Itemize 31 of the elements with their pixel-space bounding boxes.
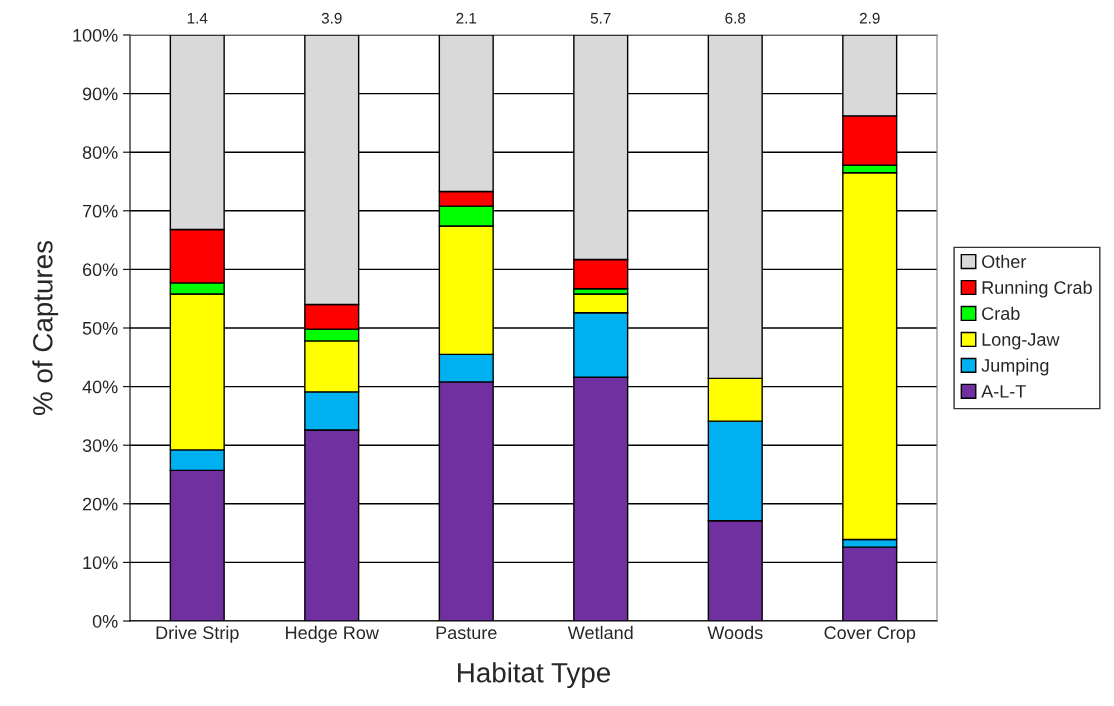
legend-label: Long-Jaw [982,333,1060,350]
x-axis-title: Habitat Type [458,662,611,689]
x-tick-label: Drive Strip [156,625,239,643]
annotation: 3.9 [321,12,342,24]
y-tick-label: 100% [73,28,118,42]
y-tick-label: 30% [82,439,118,452]
y-axis-title: % of Captures [32,240,59,416]
y-tick-label: 60% [82,263,118,277]
y-tick-label: 90% [82,87,118,101]
annotation: 1.4 [187,12,208,24]
y-tick-label: 40% [82,380,118,394]
y-tick-label: 50% [82,321,118,335]
y-tick-label: 10% [83,556,118,570]
x-tick-label: Woods [707,625,763,640]
x-tick-label: Wetland [567,625,633,640]
y-tick-label: 70% [82,204,118,218]
y-tick-label: 80% [82,146,118,159]
annotation: 2.1 [456,12,477,24]
x-tick-label: Pasture [436,626,497,640]
y-tick-label: 20% [82,497,118,511]
y-tick-label: 0% [92,614,118,628]
x-tick-label: Hedge Row [286,625,379,643]
legend-label: Running Crab [982,280,1092,298]
annotation: 5.7 [590,12,611,24]
legend-label: Other [982,254,1027,269]
legend-label: Crab [982,306,1020,320]
annotation: 6.8 [725,12,746,24]
annotation: 2.9 [859,12,880,24]
legend-label: Jumping [981,358,1049,376]
x-tick-label: Cover Crop [824,626,916,643]
legend-label: A-L-T [981,385,1026,398]
